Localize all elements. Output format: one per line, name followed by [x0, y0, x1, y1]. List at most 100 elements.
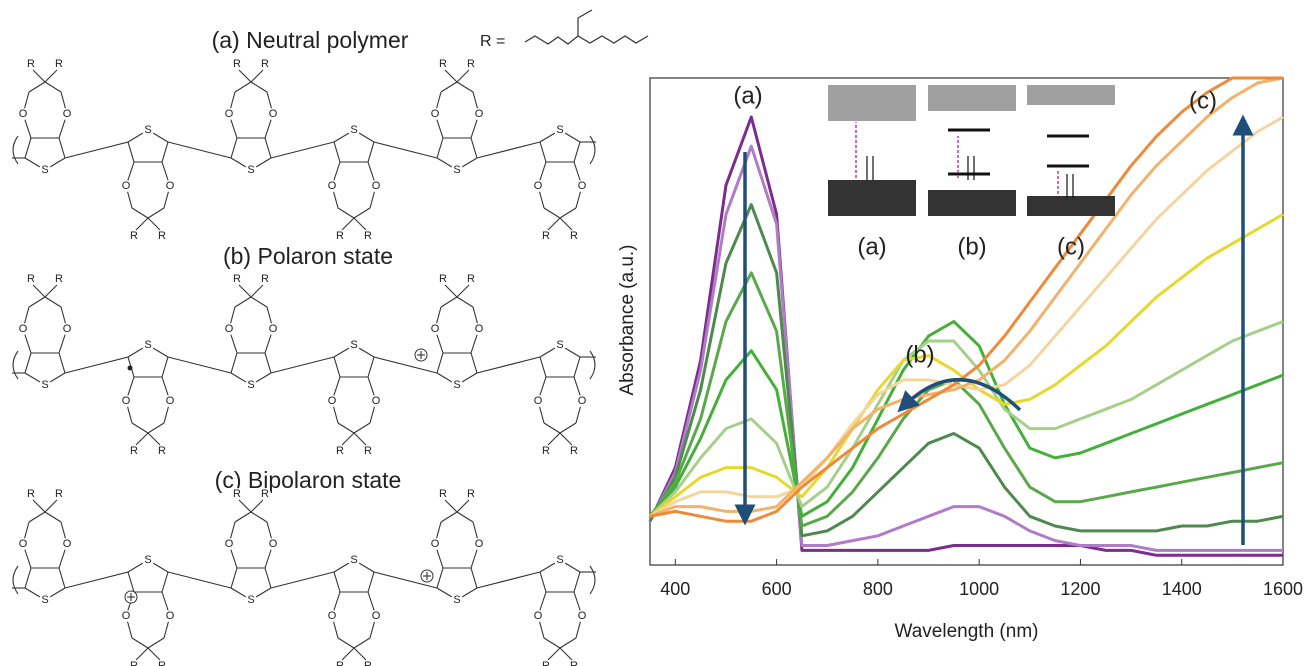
bond — [457, 512, 473, 522]
atom-label: O — [578, 180, 587, 192]
atom-label: O — [269, 108, 278, 120]
bond — [128, 572, 134, 592]
bond — [441, 512, 457, 522]
bond — [560, 208, 576, 218]
atom-label: R — [130, 230, 138, 242]
bond — [368, 357, 374, 377]
conduction-band — [1027, 85, 1115, 105]
bond — [540, 142, 546, 162]
bracket — [590, 351, 595, 379]
bond — [251, 297, 267, 307]
bond — [132, 208, 148, 218]
atom-label: S — [247, 594, 254, 606]
bond — [574, 357, 580, 377]
bond — [477, 142, 540, 158]
bond — [560, 423, 576, 433]
atom-label: O — [269, 538, 278, 550]
atom-label: O — [63, 108, 72, 120]
atom-label: S — [453, 594, 460, 606]
atom-label: O — [534, 610, 543, 622]
bond — [548, 433, 560, 445]
atom-label: O — [19, 108, 28, 120]
annotation: (b) — [905, 341, 934, 368]
bond — [25, 568, 31, 588]
bond — [544, 423, 560, 433]
atom-label: O — [431, 323, 440, 335]
bond — [457, 285, 469, 297]
chart: 4006008001000120014001600Wavelength (nm)… — [617, 78, 1303, 642]
valence-band — [928, 190, 1016, 216]
x-tick-label: 400 — [660, 579, 690, 599]
bond — [437, 353, 443, 373]
atom-label: R — [130, 445, 138, 457]
atom-label: S — [350, 124, 357, 136]
bond — [148, 218, 160, 230]
atom-label: R — [336, 445, 344, 457]
atom-label: S — [41, 164, 48, 176]
bond — [560, 648, 572, 660]
bond — [544, 208, 560, 218]
bond — [342, 648, 354, 660]
bracket — [590, 566, 595, 594]
atom-label: S — [144, 339, 151, 351]
atom-label: R — [158, 445, 166, 457]
bond — [168, 357, 231, 373]
bond — [334, 357, 340, 377]
conduction-band — [828, 85, 916, 121]
bond — [445, 70, 457, 82]
bond — [548, 648, 560, 660]
atom-label: R — [570, 660, 578, 666]
bond — [65, 357, 128, 373]
atom-label: R — [55, 488, 63, 500]
atom-label: O — [225, 323, 234, 335]
bond — [132, 423, 148, 433]
bond — [128, 142, 134, 162]
atom-label: O — [431, 538, 440, 550]
r-label: R = — [480, 33, 505, 50]
bond — [437, 568, 443, 588]
bond — [354, 423, 370, 433]
atom-label: R — [570, 445, 578, 457]
x-tick-label: 1200 — [1060, 579, 1100, 599]
bond — [471, 353, 477, 373]
structures: (a) Neutral polymer (b) Polaron state (c… — [12, 10, 648, 666]
bond — [548, 218, 560, 230]
spin — [1067, 174, 1073, 198]
atom-label: O — [534, 180, 543, 192]
atom-label: R — [233, 58, 241, 70]
atom-label: O — [475, 323, 484, 335]
bond — [148, 208, 164, 218]
spin — [867, 156, 873, 180]
atom-label: R — [158, 230, 166, 242]
spin — [968, 156, 974, 180]
atom-label: S — [453, 379, 460, 391]
atom-label: O — [122, 395, 131, 407]
side-chain — [578, 10, 592, 18]
bond — [368, 572, 374, 592]
atom-label: O — [63, 538, 72, 550]
atom-label: R — [364, 445, 372, 457]
bond — [368, 142, 374, 162]
atom-label: R — [542, 230, 550, 242]
x-tick-label: 600 — [762, 579, 792, 599]
bond — [271, 572, 334, 588]
bond — [235, 512, 251, 522]
bond — [265, 568, 271, 588]
bond — [334, 572, 340, 592]
atom-label: R — [439, 488, 447, 500]
bond — [457, 297, 473, 307]
bond — [136, 433, 148, 445]
bond — [29, 82, 45, 92]
bond — [136, 218, 148, 230]
bond — [25, 353, 31, 373]
bond — [162, 142, 168, 162]
bond — [354, 638, 370, 648]
bracket — [13, 351, 18, 379]
bond — [65, 142, 128, 158]
bond — [354, 648, 366, 660]
atom-label: O — [166, 395, 175, 407]
atom-label: R — [467, 488, 475, 500]
x-tick-label: 1400 — [1162, 579, 1202, 599]
bond — [45, 70, 57, 82]
bond — [59, 138, 65, 158]
